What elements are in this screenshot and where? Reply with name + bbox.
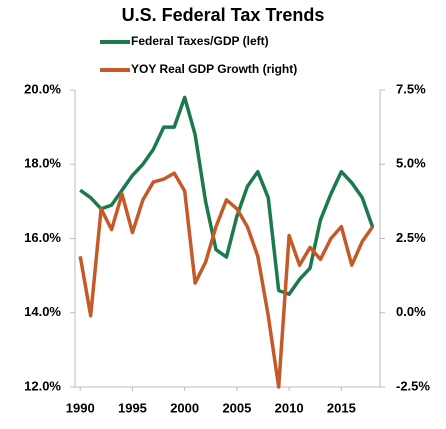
y2-tick-label: 7.5%: [396, 81, 426, 96]
chart-title: U.S. Federal Tax Trends: [122, 5, 325, 25]
y-tick-label: 14.0%: [24, 304, 61, 319]
x-tick-label: 1995: [118, 400, 147, 415]
legend-label: Federal Taxes/GDP (left): [131, 34, 269, 48]
x-tick-label: 1990: [66, 400, 95, 415]
legend-label: YOY Real GDP Growth (right): [131, 62, 297, 76]
series-line: [79, 95, 375, 296]
x-tick-label: 2000: [170, 400, 199, 415]
y-tick-label: 18.0%: [24, 156, 61, 171]
y-tick-label: 20.0%: [24, 81, 61, 96]
y2-tick-label: 0.0%: [396, 304, 426, 319]
x-tick-label: 2005: [222, 400, 251, 415]
series-line: [78, 171, 375, 389]
y2-tick-label: -2.5%: [396, 378, 430, 393]
y2-tick-label: 5.0%: [396, 156, 426, 171]
x-tick-label: 2015: [327, 400, 356, 415]
x-tick-label: 2010: [275, 400, 304, 415]
y-tick-label: 16.0%: [24, 230, 61, 245]
y-tick-label: 12.0%: [24, 378, 61, 393]
y2-tick-label: 2.5%: [396, 230, 426, 245]
